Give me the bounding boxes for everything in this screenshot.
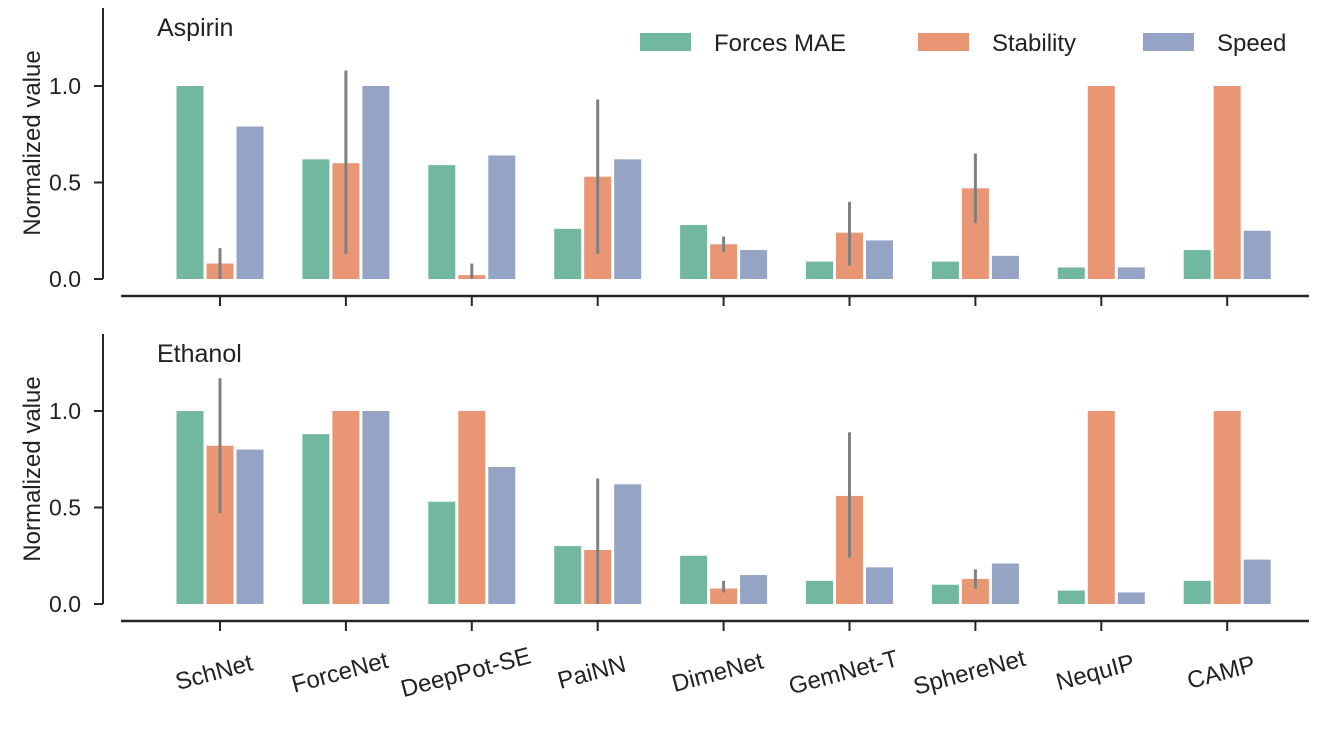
aspirin-y-tick-label: 0.5	[49, 170, 81, 196]
aspirin-bar-speed-spherenet	[991, 255, 1019, 279]
ethanol-bar-forces-mae-forcenet	[302, 434, 330, 604]
aspirin-bar-speed-gemnet-t	[866, 240, 893, 279]
aspirin-bar-forces-mae-painn	[554, 228, 582, 279]
ethanol-bar-speed-dimenet	[740, 575, 768, 604]
ethanol-y-tick-label: 1.0	[49, 398, 81, 424]
ethanol-bar-forces-mae-deeppot-se	[428, 501, 456, 604]
ethanol-bar-speed-nequip	[1117, 592, 1145, 604]
x-tick-label-spherenet: SphereNet	[911, 645, 1029, 701]
aspirin-bar-stability-nequip	[1087, 86, 1115, 279]
ethanol-bar-forces-mae-painn	[554, 546, 582, 604]
ethanol-bar-forces-mae-schnet	[176, 411, 204, 604]
ethanol-y-axis-label: Normalized value	[19, 376, 46, 561]
x-tick-label-forcenet: ForceNet	[289, 647, 392, 699]
aspirin-bar-stability-camp	[1213, 86, 1241, 279]
aspirin-bar-forces-mae-spherenet	[931, 261, 959, 279]
x-tick-label-painn: PaiNN	[555, 651, 629, 695]
aspirin-y-tick-label: 1.0	[49, 73, 81, 99]
ethanol-bar-stability-deeppot-se	[458, 411, 486, 604]
legend-label-speed: Speed	[1217, 30, 1286, 57]
ethanol-bar-speed-forcenet	[362, 411, 390, 604]
aspirin-bar-speed-forcenet	[362, 86, 390, 279]
ethanol-bar-forces-mae-dimenet	[680, 555, 708, 604]
ethanol-bar-stability-nequip	[1087, 411, 1115, 604]
x-tick-label-deeppot-se: DeepPot-SE	[398, 642, 534, 703]
aspirin-bar-speed-schnet	[236, 126, 264, 279]
aspirin-bar-speed-nequip	[1117, 267, 1145, 279]
aspirin-bar-speed-dimenet	[740, 250, 768, 279]
ethanol-bar-speed-schnet	[236, 449, 264, 604]
ethanol-bar-speed-gemnet-t	[866, 567, 893, 604]
aspirin-panel-title: Aspirin	[157, 14, 233, 42]
aspirin-bar-forces-mae-schnet	[176, 86, 204, 279]
ethanol-bar-speed-camp	[1243, 559, 1271, 604]
legend-swatch-speed	[1143, 33, 1194, 51]
aspirin-bar-forces-mae-dimenet	[680, 224, 708, 279]
x-tick-label-nequip: NequIP	[1053, 649, 1137, 696]
x-tick-label-camp: CAMP	[1184, 651, 1258, 695]
aspirin-bar-forces-mae-nequip	[1057, 267, 1085, 279]
x-tick-label-schnet: SchNet	[173, 649, 256, 696]
aspirin-y-axis-label: Normalized value	[19, 50, 46, 235]
ethanol-bar-stability-forcenet	[332, 411, 360, 604]
ethanol-y-tick-label: 0.5	[49, 495, 81, 521]
aspirin-bar-speed-camp	[1243, 230, 1271, 279]
aspirin-bar-forces-mae-deeppot-se	[428, 165, 456, 279]
ethanol-bar-speed-deeppot-se	[488, 466, 516, 604]
ethanol-bar-forces-mae-camp	[1183, 580, 1211, 604]
aspirin-bar-speed-deeppot-se	[488, 155, 516, 279]
ethanol-bar-forces-mae-spherenet	[931, 584, 959, 604]
aspirin-y-tick-label: 0.0	[49, 266, 81, 292]
ethanol-bar-speed-spherenet	[991, 563, 1019, 604]
aspirin-bar-forces-mae-forcenet	[302, 159, 330, 279]
aspirin-bar-speed-painn	[614, 159, 642, 279]
ethanol-panel-title: Ethanol	[157, 340, 242, 368]
x-tick-label-dimenet: DimeNet	[669, 648, 766, 698]
legend-swatch-forces-mae	[640, 33, 691, 51]
ethanol-bar-forces-mae-nequip	[1057, 590, 1085, 604]
ethanol-bar-forces-mae-gemnet-t	[806, 580, 833, 604]
legend-label-stability: Stability	[992, 30, 1076, 57]
aspirin-bar-forces-mae-camp	[1183, 250, 1211, 279]
ethanol-bar-speed-painn	[614, 484, 642, 604]
aspirin-bar-forces-mae-gemnet-t	[806, 261, 833, 279]
x-tick-label-gemnet-t: GemNet-T	[786, 645, 902, 700]
legend-label-forces-mae: Forces MAE	[714, 30, 846, 57]
legend-swatch-stability	[918, 33, 969, 51]
ethanol-bar-stability-dimenet	[710, 588, 738, 604]
ethanol-bar-stability-camp	[1213, 411, 1241, 604]
ethanol-y-tick-label: 0.0	[49, 591, 81, 617]
